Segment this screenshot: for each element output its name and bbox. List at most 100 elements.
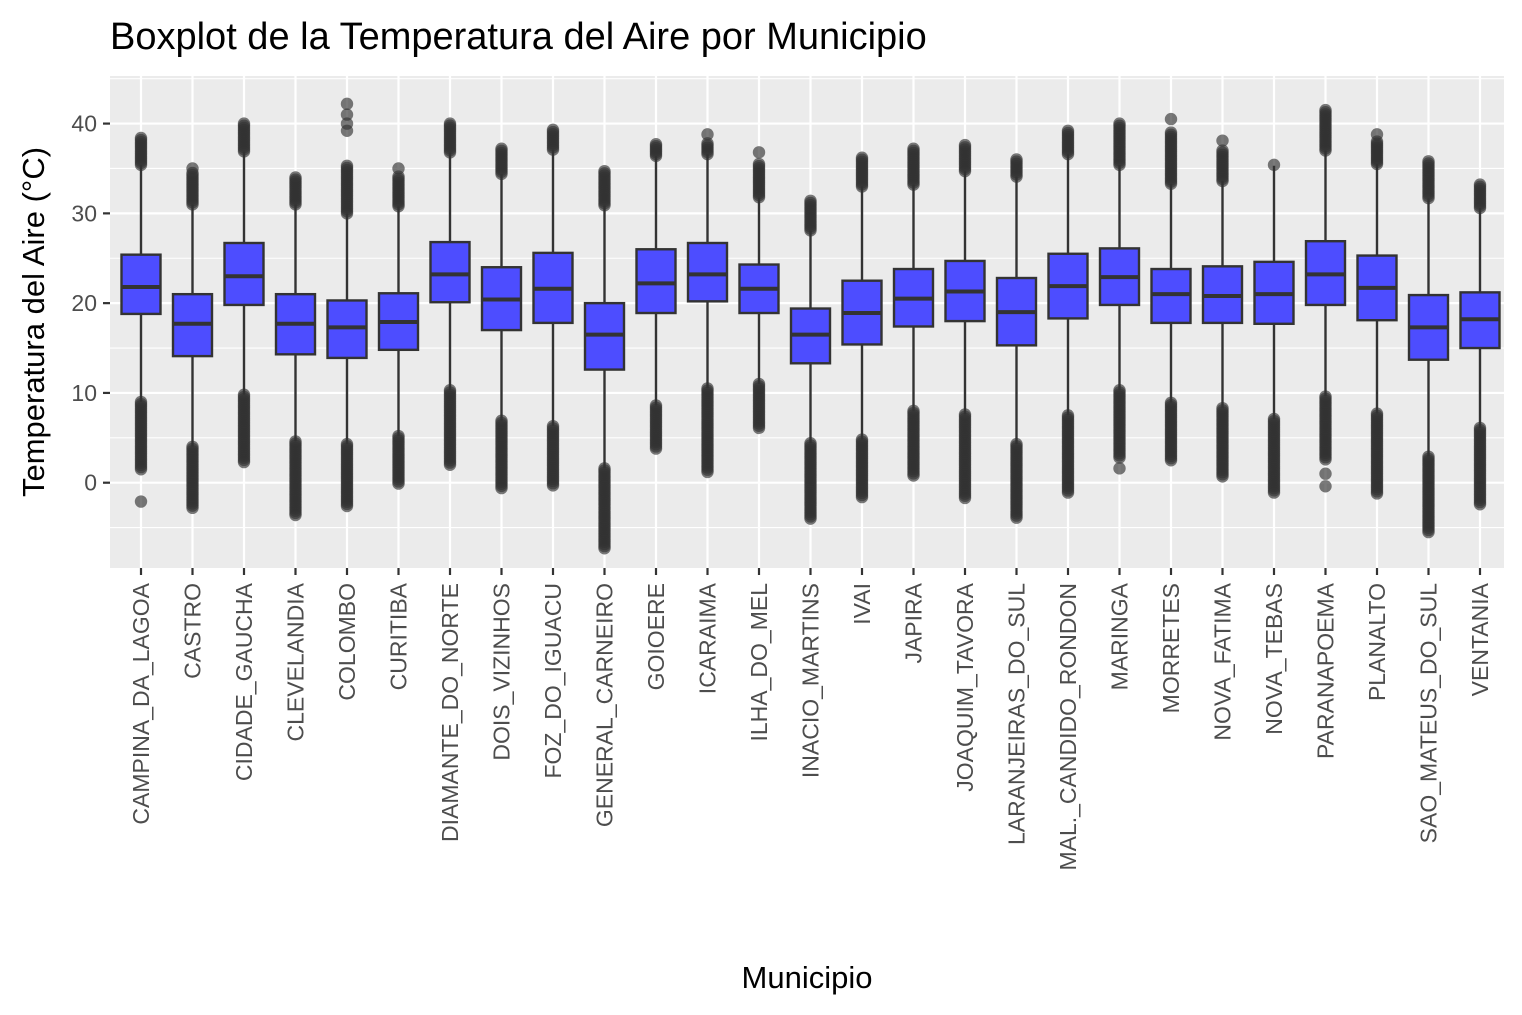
- x-tick-label: NOVA_FATIMA: [1210, 582, 1236, 740]
- iqr-box: [635, 248, 677, 315]
- outlier-point: [392, 162, 405, 175]
- x-tick-label: VENTANIA: [1467, 582, 1493, 696]
- x-tick-label: IVAI: [849, 583, 875, 625]
- lower-outlier: [752, 377, 766, 391]
- box-general-carneiro: [583, 164, 626, 555]
- lower-outlier: [1473, 421, 1487, 435]
- x-tick-label: PLANALTO: [1364, 583, 1390, 701]
- x-tick-label: GOIOERE: [643, 583, 669, 690]
- box-curitiba: [377, 162, 420, 490]
- x-tick-label: MAL._CANDIDO_RONDON: [1055, 583, 1081, 871]
- box-foz-do-iguacu: [532, 123, 574, 492]
- x-tick-label: CURITIBA: [386, 582, 412, 690]
- outlier-point: [1267, 158, 1281, 172]
- upper-outlier: [134, 131, 148, 145]
- lower-outlier: [804, 437, 817, 450]
- box-dois-vizinhos: [480, 142, 523, 495]
- iqr-box: [686, 241, 729, 303]
- upper-outlier: [907, 142, 920, 155]
- outlier-point: [701, 128, 714, 141]
- lower-outlier: [495, 414, 508, 427]
- box-japira: [892, 142, 935, 482]
- x-tick-label: ILHA_DO_MEL: [746, 583, 772, 742]
- box-series: [120, 97, 1501, 555]
- upper-outlier: [855, 151, 869, 164]
- outlier-point: [1164, 112, 1178, 126]
- lower-outlier: [958, 408, 972, 421]
- outlier-point: [1370, 128, 1384, 141]
- x-tick-label: INACIO_MARTINS: [798, 583, 824, 778]
- y-tick-label: 10: [71, 380, 97, 406]
- box-inacio-martins: [789, 194, 832, 525]
- upper-outlier: [237, 117, 251, 130]
- box-sao-mateus-do-sul: [1407, 155, 1450, 539]
- upper-outlier: [598, 164, 611, 178]
- x-tick-label: LARANJEIRAS_DO_SUL: [1004, 583, 1030, 845]
- x-tick-label: DIAMANTE_DO_NORTE: [437, 583, 463, 842]
- upper-outlier: [958, 138, 972, 152]
- lower-outlier: [1267, 412, 1281, 426]
- outlier-point: [340, 117, 354, 130]
- lower-outlier: [1113, 384, 1126, 397]
- x-tick-label: MORRETES: [1158, 583, 1184, 713]
- box-laranjeiras-do-sul: [995, 153, 1038, 524]
- x-tick-label: JAPIRA: [901, 582, 927, 663]
- box-maringa: [1098, 117, 1141, 475]
- upper-outlier: [752, 157, 766, 171]
- outlier-point: [340, 97, 354, 111]
- box-mal-candido-rondon: [1047, 124, 1089, 499]
- outlier-point: [340, 108, 354, 121]
- outlier-point: [134, 495, 148, 508]
- outlier-point: [186, 162, 199, 175]
- lower-outlier: [134, 395, 148, 409]
- box-paranapoema: [1304, 103, 1347, 493]
- lower-outlier: [1370, 407, 1384, 420]
- outlier-point: [1113, 462, 1126, 475]
- upper-outlier: [1319, 103, 1332, 117]
- upper-outlier: [1473, 178, 1487, 191]
- x-tick-label: JOAQUIM_TAVORA: [952, 582, 978, 791]
- x-tick-label: COLOMBO: [334, 583, 360, 701]
- chart-title: Boxplot de la Temperatura del Aire por M…: [110, 16, 927, 58]
- lower-outlier: [1061, 409, 1075, 422]
- y-axis-title: Temperatura del Aire (°C): [16, 147, 51, 497]
- x-tick-label: DOIS_VIZINHOS: [489, 583, 515, 761]
- lower-outlier: [546, 419, 560, 433]
- lower-outlier: [186, 440, 199, 453]
- lower-outlier: [1164, 396, 1178, 410]
- box-ventania: [1459, 178, 1501, 511]
- x-tick-label: CASTRO: [180, 583, 206, 679]
- iqr-box: [120, 253, 162, 316]
- upper-outlier: [1422, 155, 1435, 168]
- outlier-point: [752, 146, 766, 159]
- y-tick-label: 40: [71, 111, 97, 137]
- lower-outlier: [1216, 401, 1229, 415]
- box-planalto: [1356, 128, 1398, 500]
- box-cidade-gaucha: [223, 117, 265, 469]
- x-tick-label: FOZ_DO_IGUACU: [540, 583, 566, 779]
- lower-outlier: [237, 388, 251, 401]
- upper-outlier: [495, 142, 508, 155]
- x-axis: CAMPINA_DA_LAGOA CASTRO CIDADE_GAUCHA CLEVE…: [128, 568, 1493, 871]
- x-tick-label: NOVA_TEBAS: [1261, 583, 1287, 735]
- y-tick-label: 20: [71, 290, 97, 316]
- lower-outlier: [1010, 437, 1023, 451]
- x-tick-label: CLEVELANDIA: [283, 582, 309, 741]
- x-tick-label: PARANAPOEMA: [1313, 582, 1339, 759]
- y-tick-label: 30: [71, 200, 97, 226]
- box-colombo: [326, 97, 368, 513]
- box-clevelandia: [274, 171, 317, 522]
- box-castro: [171, 162, 214, 515]
- x-tick-label: CAMPINA_DA_LAGOA: [128, 582, 154, 824]
- upper-outlier: [649, 138, 663, 151]
- lower-outlier: [392, 429, 405, 443]
- x-tick-label: GENERAL_CARNEIRO: [592, 583, 618, 827]
- lower-outlier: [855, 433, 869, 446]
- iqr-box: [223, 241, 265, 307]
- outlier-point: [1319, 467, 1332, 480]
- lower-outlier: [340, 437, 354, 451]
- box-ilha-do-mel: [738, 146, 780, 435]
- outlier-point: [1319, 480, 1332, 493]
- upper-outlier: [1010, 153, 1023, 166]
